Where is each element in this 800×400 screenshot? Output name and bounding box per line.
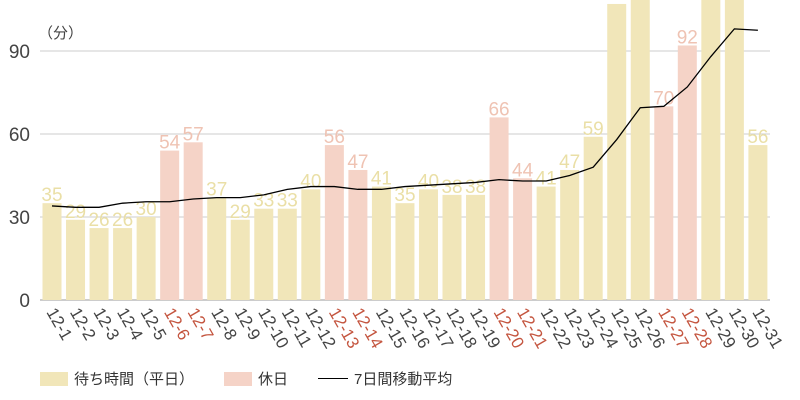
data-label: 37 <box>206 180 227 201</box>
bar <box>301 189 321 300</box>
legend-swatch <box>224 371 253 386</box>
bar <box>66 219 86 300</box>
data-label: 26 <box>112 210 133 231</box>
data-label: 40 <box>418 171 439 192</box>
bar <box>701 0 721 300</box>
data-label: 33 <box>277 191 298 212</box>
data-label: 29 <box>230 202 251 223</box>
legend-label: 待ち時間（平日） <box>74 371 195 388</box>
data-label: 57 <box>183 124 204 145</box>
bar <box>489 117 509 301</box>
data-label: 35 <box>41 185 62 206</box>
bar <box>607 3 627 300</box>
bar <box>160 150 180 300</box>
data-label: 47 <box>559 152 580 173</box>
bar <box>466 194 486 300</box>
data-label: 56 <box>324 127 345 148</box>
data-label: 92 <box>677 27 698 48</box>
data-label: 40 <box>300 171 321 192</box>
y-tick-label: 30 <box>9 208 30 229</box>
bar <box>207 197 227 300</box>
bar <box>136 217 156 300</box>
data-label: 33 <box>253 191 274 212</box>
data-label: 41 <box>371 169 392 190</box>
data-label: 26 <box>88 210 109 231</box>
legend-weekday: 待ち時間（平日） <box>40 368 194 389</box>
bar <box>395 203 415 300</box>
legend-moving-average: 7日間移動平均 <box>318 368 452 389</box>
bar <box>418 189 438 300</box>
legend-label: 休日 <box>258 371 289 388</box>
bar <box>442 194 462 300</box>
bar <box>230 219 250 300</box>
bar <box>277 208 297 300</box>
legend-swatch <box>40 371 68 386</box>
bar <box>348 169 368 300</box>
bar <box>654 106 674 300</box>
y-tick-label: 90 <box>9 42 30 63</box>
y-tick-label: 60 <box>9 125 30 146</box>
legend-holiday: 休日 <box>224 368 288 389</box>
bar <box>630 0 650 300</box>
data-label: 56 <box>747 127 768 148</box>
data-label: 38 <box>465 177 486 198</box>
data-label: 70 <box>653 88 674 109</box>
data-label: 35 <box>394 185 415 206</box>
bar <box>513 178 533 300</box>
bar <box>560 169 580 300</box>
bar <box>183 142 203 300</box>
bar <box>89 228 109 300</box>
bar <box>536 186 556 300</box>
data-label: 41 <box>536 169 557 190</box>
y-tick-label: 0 <box>19 291 30 312</box>
data-label: 38 <box>441 177 462 198</box>
data-label: 44 <box>512 160 534 181</box>
bar <box>677 45 697 300</box>
bar <box>748 145 768 300</box>
bar <box>113 228 133 300</box>
data-label: 30 <box>136 199 157 220</box>
data-label: 66 <box>488 99 509 120</box>
data-label: 54 <box>159 133 181 154</box>
legend: 待ち時間（平日） 休日 7日間移動平均 <box>40 368 482 389</box>
bar <box>324 145 344 300</box>
bar <box>254 208 274 300</box>
bar <box>583 136 603 300</box>
legend-line <box>318 378 349 379</box>
moving-average-line <box>51 28 758 208</box>
data-label: 29 <box>65 202 86 223</box>
bar <box>42 203 62 300</box>
data-label: 47 <box>347 152 368 173</box>
y-axis-label: （分） <box>38 25 83 42</box>
data-label: 59 <box>583 119 604 140</box>
legend-label: 7日間移動平均 <box>354 371 453 388</box>
bar <box>724 0 744 300</box>
bar <box>371 186 391 300</box>
